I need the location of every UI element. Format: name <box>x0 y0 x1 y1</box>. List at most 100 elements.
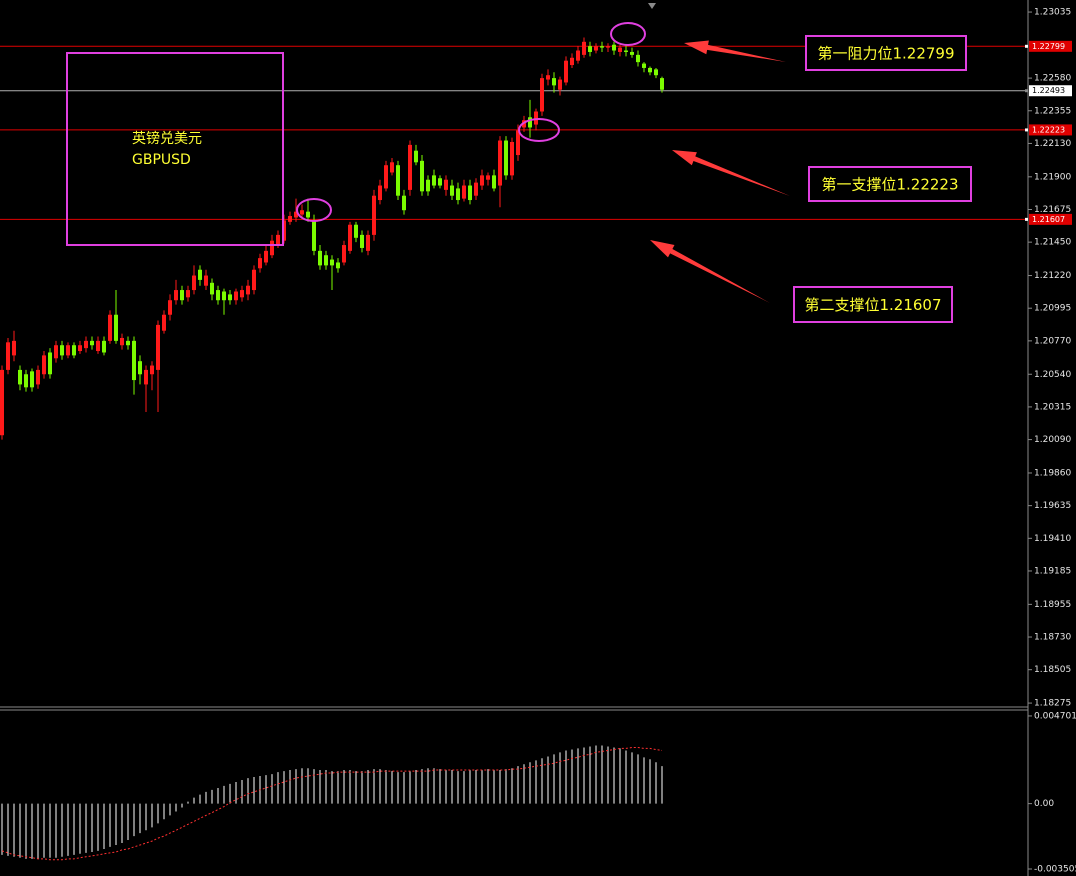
arrow <box>684 40 786 62</box>
price-label-box <box>1029 213 1072 225</box>
candle-body <box>594 46 598 51</box>
candle-body <box>606 46 610 48</box>
candle-body <box>294 211 298 218</box>
candle-body <box>162 314 166 331</box>
candle-body <box>276 234 280 246</box>
callout-box <box>805 35 967 71</box>
y-tick-label: 1.23035 <box>1034 8 1071 18</box>
y-tick-label: 1.22130 <box>1034 139 1071 149</box>
candle-body <box>72 345 76 356</box>
candle-body <box>468 185 472 201</box>
price-label: 1.22223 <box>1032 125 1065 134</box>
candle-body <box>474 182 478 196</box>
candle-body <box>54 345 58 359</box>
price-label: 1.21607 <box>1032 215 1065 224</box>
candle-body <box>36 369 40 385</box>
candle-body <box>216 290 220 301</box>
candle-body <box>270 240 274 256</box>
candle-body <box>6 342 10 370</box>
candle-body <box>312 220 316 251</box>
y-tick-label: 1.20995 <box>1034 304 1071 314</box>
price-label-box <box>1029 124 1072 136</box>
signal-line <box>1 746 663 861</box>
candle-body <box>180 290 184 301</box>
callout-text: 第二支撑位1.21607 <box>804 296 941 314</box>
candle-body <box>438 178 442 186</box>
candle-body <box>624 50 628 52</box>
candle-body <box>126 340 130 346</box>
candle-body <box>240 290 244 298</box>
candle-body <box>60 345 64 356</box>
candle-body <box>654 69 658 76</box>
candle-body <box>384 165 388 189</box>
candle-body <box>174 290 178 301</box>
y-tick-label: 1.18955 <box>1034 600 1071 610</box>
candle-body <box>582 41 586 55</box>
candle-body <box>228 294 232 301</box>
y-tick-label: 1.18730 <box>1034 633 1071 643</box>
candle-body <box>414 150 418 163</box>
candle-body <box>234 291 238 301</box>
candle-body <box>510 141 514 176</box>
price-label: 1.22799 <box>1032 42 1065 51</box>
y-tick-label: 1.21675 <box>1034 205 1071 215</box>
candle-body <box>612 44 616 51</box>
candle-body <box>300 210 304 215</box>
candle-body <box>306 211 310 218</box>
candle-body <box>252 269 256 291</box>
candle-body <box>576 50 580 61</box>
y-tick-label: 1.21900 <box>1034 172 1071 182</box>
annotation-box <box>66 52 284 246</box>
candle-body <box>540 78 544 112</box>
highlight-ellipse <box>610 22 646 46</box>
candle-body <box>12 340 16 356</box>
candle-body <box>636 54 640 63</box>
candle-body <box>366 234 370 251</box>
candle-body <box>378 185 382 201</box>
candle-body <box>108 314 112 341</box>
candle-body <box>444 179 448 190</box>
y-tick-label: 1.22355 <box>1034 106 1071 116</box>
candle-body <box>288 216 292 222</box>
candle-body <box>516 130 520 156</box>
candle-body <box>264 250 268 263</box>
candle-body <box>132 340 136 381</box>
candle-body <box>222 291 226 301</box>
candle-body <box>420 160 424 192</box>
candle-body <box>402 195 406 211</box>
candle-body <box>210 282 214 295</box>
candle-body <box>66 345 70 356</box>
price-label-marker <box>1025 89 1028 93</box>
candle-body <box>588 46 592 52</box>
candle-body <box>18 369 22 385</box>
candle-body <box>534 111 538 125</box>
candle-body <box>150 365 154 375</box>
y-tick-label: 1.20770 <box>1034 336 1071 346</box>
y-tick-label: 1.20540 <box>1034 370 1071 380</box>
price-label: 1.22493 <box>1032 86 1065 95</box>
y-tick-label: 1.19185 <box>1034 566 1071 576</box>
candle-body <box>258 258 262 269</box>
annotation-subtitle: GBPUSD <box>132 152 191 168</box>
candle-body <box>42 355 46 375</box>
price-label-marker <box>1025 128 1028 132</box>
price-label-marker <box>1025 217 1028 221</box>
y-tick-label: 0.00 <box>1034 799 1054 809</box>
candle-body <box>324 255 328 266</box>
candle-body <box>498 140 502 186</box>
y-tick-label: 1.20090 <box>1034 435 1071 445</box>
candle-body <box>558 79 562 90</box>
candle-body <box>102 340 106 353</box>
candle-body <box>330 259 334 266</box>
candle-body <box>0 369 4 436</box>
candle-body <box>354 224 358 238</box>
candle-body <box>192 275 196 291</box>
price-label-box <box>1029 40 1072 52</box>
price-label-box <box>1029 85 1072 97</box>
candle-body <box>504 140 508 176</box>
candle-body <box>96 340 100 352</box>
callout-text: 第一支撑位1.22223 <box>821 176 958 194</box>
candle-body <box>492 175 496 189</box>
